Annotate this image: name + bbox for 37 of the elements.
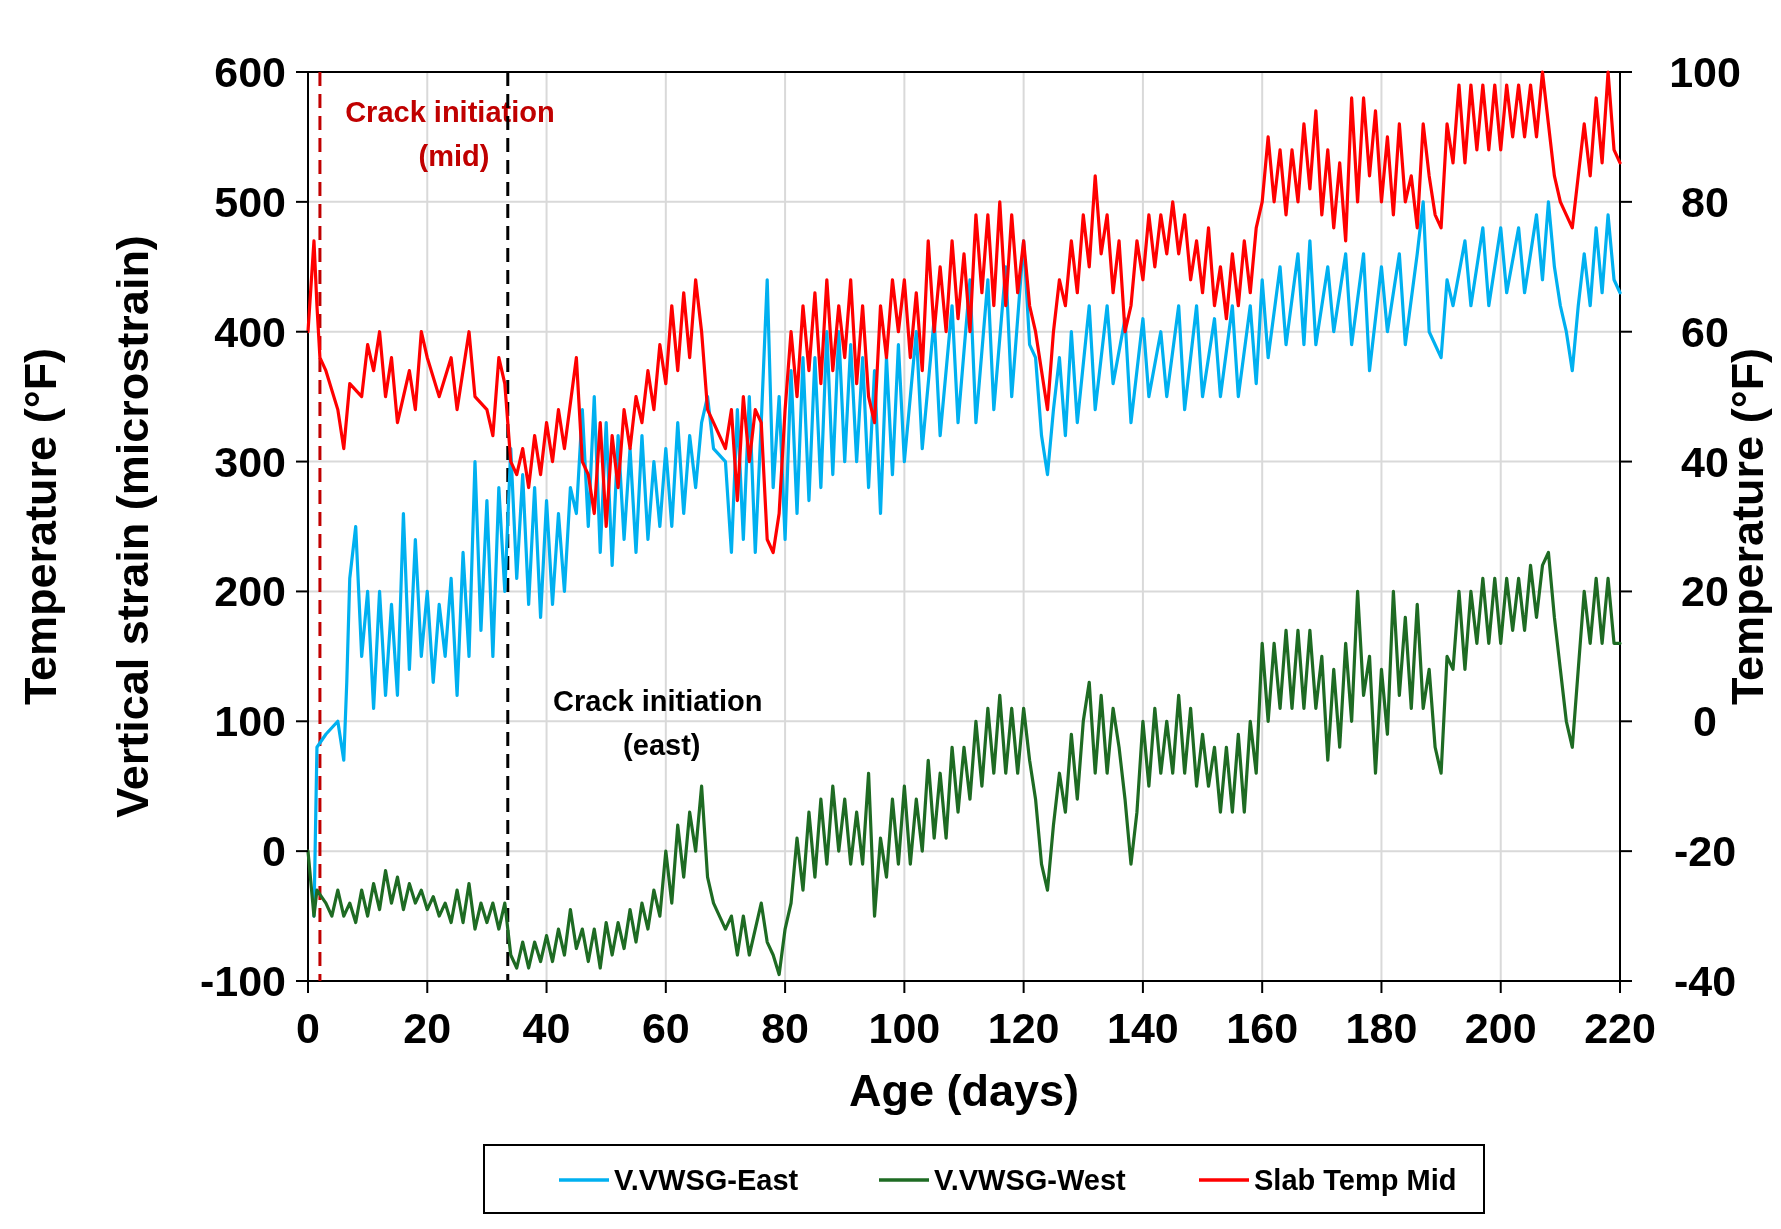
y-tick-label: -100 <box>199 957 286 1005</box>
x-tick-label: 180 <box>1345 1004 1418 1052</box>
x-tick-label: 200 <box>1464 1004 1537 1052</box>
ref-line-label: Crack initiation (east) <box>553 685 763 762</box>
y-tick-label: 100 <box>214 697 286 746</box>
y-tick-label: 200 <box>214 567 286 616</box>
y-tick-label: 500 <box>214 177 286 226</box>
x-tick-label: 160 <box>1226 1004 1299 1052</box>
y-tick-label: 0 <box>262 827 286 876</box>
line-series <box>306 550 1622 977</box>
y2-tick-label: 60 <box>1681 307 1729 356</box>
y-tick-label: 600 <box>214 48 286 96</box>
y-axis-title: Vertical strain (microstrain) <box>107 235 158 818</box>
x-tick-label: 20 <box>403 1004 452 1052</box>
x-tick-label: 80 <box>761 1004 810 1052</box>
x-tick-label: 60 <box>641 1004 690 1052</box>
x-tick-label: 40 <box>522 1004 571 1052</box>
x-tick-label: 120 <box>987 1004 1060 1052</box>
y2-tick-label: 100 <box>1669 48 1741 96</box>
x-tick-label: 220 <box>1584 1004 1656 1052</box>
y2-tick-label: 80 <box>1681 177 1729 226</box>
x-axis-title: Age (days) <box>848 1065 1080 1116</box>
y2-tick-label: -20 <box>1673 827 1737 876</box>
legend-label: V.VWSG-East <box>614 1164 799 1196</box>
y2-tick-label: -40 <box>1673 957 1737 1005</box>
y-tick-label: 300 <box>214 437 286 486</box>
x-tick-label: 140 <box>1107 1004 1179 1052</box>
y-tick-label: 400 <box>214 307 286 356</box>
ref-line-label: Crack initiation (mid) <box>345 96 555 172</box>
legend-label: Slab Temp Mid <box>1254 1164 1457 1196</box>
line-series <box>306 70 1622 555</box>
x-tick-label: 0 <box>296 1004 320 1052</box>
y2-tick-label: 0 <box>1693 697 1717 746</box>
legend-label: V.VWSG-West <box>934 1164 1127 1196</box>
x-tick-label: 100 <box>868 1004 941 1052</box>
text: Temperature (°F) <box>15 347 66 706</box>
y2-tick-label: 40 <box>1681 437 1729 486</box>
